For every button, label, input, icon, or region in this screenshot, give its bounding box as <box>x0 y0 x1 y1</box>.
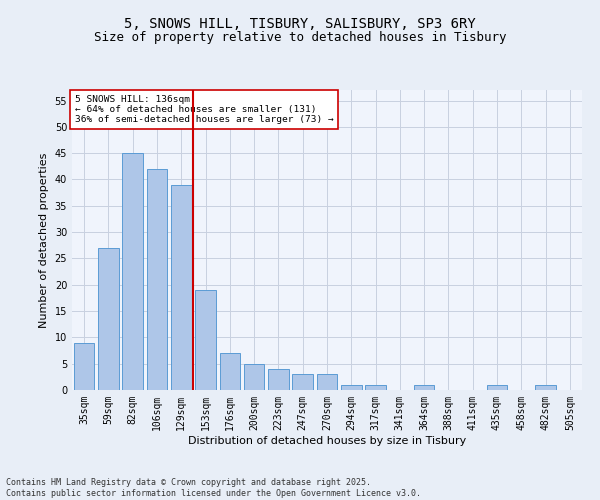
Bar <box>317 374 337 390</box>
Bar <box>292 374 313 390</box>
Text: Size of property relative to detached houses in Tisbury: Size of property relative to detached ho… <box>94 32 506 44</box>
Bar <box>414 384 434 390</box>
Bar <box>220 353 240 390</box>
Bar <box>487 384 508 390</box>
Bar <box>365 384 386 390</box>
Text: 5, SNOWS HILL, TISBURY, SALISBURY, SP3 6RY: 5, SNOWS HILL, TISBURY, SALISBURY, SP3 6… <box>124 18 476 32</box>
Bar <box>535 384 556 390</box>
Bar <box>171 184 191 390</box>
Y-axis label: Number of detached properties: Number of detached properties <box>39 152 49 328</box>
X-axis label: Distribution of detached houses by size in Tisbury: Distribution of detached houses by size … <box>188 436 466 446</box>
Bar <box>195 290 216 390</box>
Bar <box>146 169 167 390</box>
Bar <box>122 153 143 390</box>
Text: Contains HM Land Registry data © Crown copyright and database right 2025.
Contai: Contains HM Land Registry data © Crown c… <box>6 478 421 498</box>
Text: 5 SNOWS HILL: 136sqm
← 64% of detached houses are smaller (131)
36% of semi-deta: 5 SNOWS HILL: 136sqm ← 64% of detached h… <box>74 94 334 124</box>
Bar <box>268 369 289 390</box>
Bar <box>74 342 94 390</box>
Bar <box>244 364 265 390</box>
Bar <box>341 384 362 390</box>
Bar <box>98 248 119 390</box>
